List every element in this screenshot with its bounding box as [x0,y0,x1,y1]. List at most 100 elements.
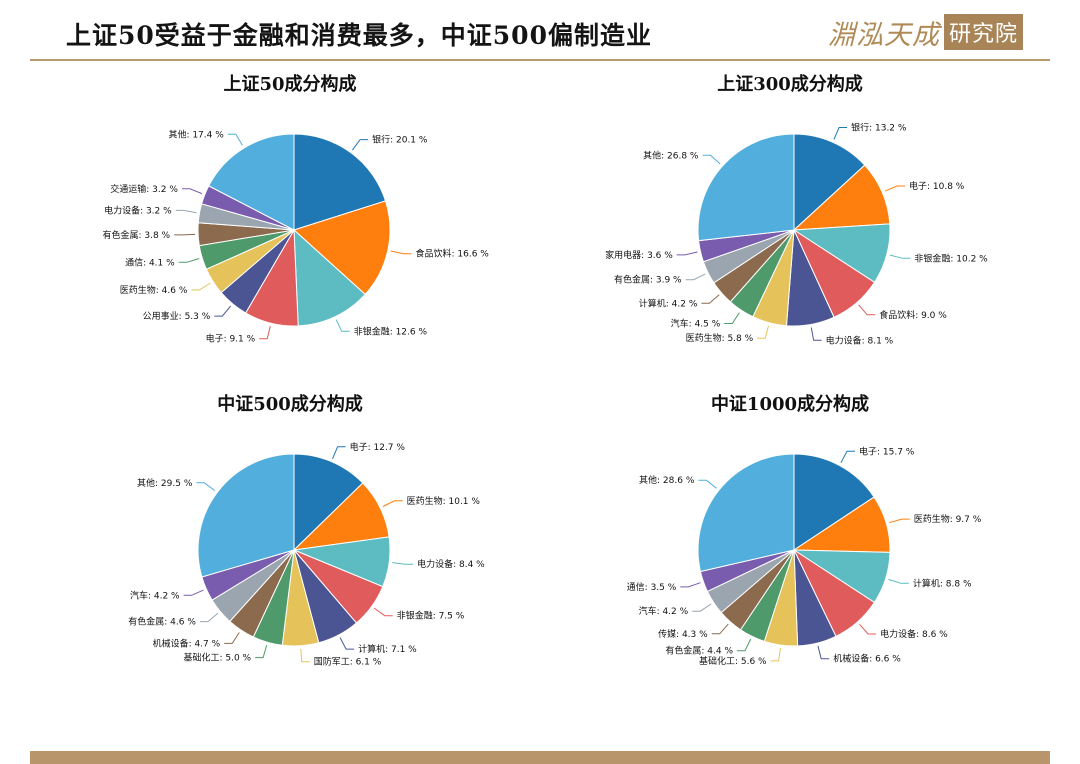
chart-title: 上证50成分构成 [223,74,357,95]
pie-chart-zz1000: 中证1000成分构成 电子: 15.7 % 医药生物: 9.7 % 计算机: 8.8… [530,390,1050,708]
leader-line [724,312,740,324]
pie-slice-电子 [793,453,875,551]
slice-label: 电子: 10.8 % [909,180,965,192]
leader-line [183,589,204,596]
slice-label: 交通运输: 3.2 % [110,183,178,195]
slice-label: 公用事业: 5.3 % [143,310,211,322]
leader-line [227,133,243,146]
header-divider [30,59,1050,61]
slice-label: 银行: 20.1 % [372,134,428,146]
slice-label: 非银金融: 7.5 % [397,610,465,622]
slice-label: 汽车: 4.5 % [671,318,721,330]
chart-title: 中证1000成分构成 [710,394,870,415]
leader-line [199,612,219,623]
slice-label: 银行: 13.2 % [851,122,907,134]
leader-line [889,254,911,259]
slice-label: 医药生物: 5.8 % [686,332,754,344]
slice-label: 医药生物: 4.6 % [120,284,188,296]
slice-label: 计算机: 4.2 % [639,297,698,309]
slice-label: 食品饮料: 9.0 % [879,309,947,321]
slice-label: 其他: 17.4 % [168,128,224,140]
pie-slice-其他 [697,453,795,573]
slice-label: 基础化工: 5.0 % [183,652,251,664]
leader-line [175,209,197,214]
slice-label: 传媒: 4.3 % [658,628,708,640]
leader-line [888,578,909,584]
pie-slice-其他 [208,133,295,231]
slice-label: 机械设备: 4.7 % [153,637,221,649]
leader-line [259,325,271,340]
pie-slice-电子 [293,453,364,552]
pie-svg: 电子: 12.7 % 医药生物: 10.1 % 电力设备: 8.4 % 非银金融: 7… [128,441,485,668]
pie-chart-zz500: 中证500成分构成 电子: 12.7 % 医药生物: 10.1 % 电力设备: 8.… [30,390,550,708]
slice-label: 其他: 28.6 % [639,474,695,486]
slice-label: 电力设备: 8.6 % [880,628,948,640]
leader-line [757,325,769,339]
slice-label: 电力设备: 8.4 % [417,558,485,570]
leader-line [335,319,350,332]
slice-label: 电子: 9.1 % [206,333,256,345]
logo-box-text: 研究院 [944,14,1024,50]
leader-line [685,273,706,281]
leader-line [817,645,830,660]
slice-label: 有色金属: 3.8 % [102,229,170,241]
slice-label: 汽车: 4.2 % [130,589,180,601]
slice-label: 国防军工: 6.1 % [314,656,382,668]
slice-label: 汽车: 4.2 % [639,605,689,617]
slice-label: 电力设备: 8.1 % [826,334,894,346]
leader-line [224,632,240,644]
slice-label: 医药生物: 10.1 % [407,495,481,507]
logo-text: 淵泓天成 [828,19,940,51]
pie-slice-其他 [197,453,295,578]
leader-line [698,479,717,489]
leader-line [392,562,414,565]
leader-line [770,648,781,662]
leader-line [680,582,701,588]
slice-label: 电力设备: 3.2 % [104,204,172,216]
pie-chart-sz50: 上证50成分构成 银行: 20.1 % 食品饮料: 16.6 % 非银金融: 12.… [30,70,550,388]
leader-line [701,294,720,304]
pie-slice-其他 [697,133,795,242]
pie-slice-银行 [793,133,866,232]
leader-line [351,139,369,151]
slice-label: 机械设备: 6.6 % [833,653,901,665]
slice-label: 非银金融: 12.6 % [354,325,428,337]
slice-label: 有色金属: 4.6 % [128,616,196,628]
slice-label: 其他: 26.8 % [643,149,699,161]
leader-line [214,305,232,317]
slice-label: 其他: 29.5 % [137,477,193,489]
leader-line [191,282,211,291]
slice-label: 有色金属: 4.4 % [665,645,733,657]
leader-line [833,127,848,140]
chart-title: 中证500成分构成 [217,394,363,415]
slice-label: 食品饮料: 16.6 % [416,248,490,260]
pie-slice-食品饮料 [293,200,391,296]
leader-line [840,450,855,464]
slice-label: 医药生物: 9.7 % [914,513,982,525]
leader-line [737,638,752,652]
leader-line [390,250,412,255]
slice-label: 非银金融: 10.2 % [914,252,988,264]
slice-label: 计算机: 8.8 % [913,577,972,589]
chart-title: 上证300成分构成 [717,74,863,95]
leader-line [178,258,200,263]
leader-line [181,188,203,195]
leader-line [702,154,721,165]
slice-label: 有色金属: 3.9 % [614,274,682,286]
slice-label: 计算机: 7.1 % [358,643,417,655]
slice-label: 电子: 12.7 % [350,441,406,453]
leader-line [339,637,355,650]
slice-label: 电子: 15.7 % [859,445,915,457]
pie-svg: 银行: 20.1 % 食品饮料: 16.6 % 非银金融: 12.6 % 电子: 9.… [102,128,490,345]
leader-line [810,327,822,341]
footer-bar [30,751,1050,764]
pie-svg: 电子: 15.7 % 医药生物: 9.7 % 计算机: 8.8 % 电力设备: 8.6… [627,445,982,667]
leader-line [382,500,403,507]
leader-line [889,518,910,524]
leader-line [255,644,268,659]
slice-label: 家用电器: 3.6 % [605,249,673,261]
leader-line [858,304,876,316]
pie-slice-银行 [293,133,387,231]
leader-line [174,233,196,236]
leader-line [332,446,346,459]
